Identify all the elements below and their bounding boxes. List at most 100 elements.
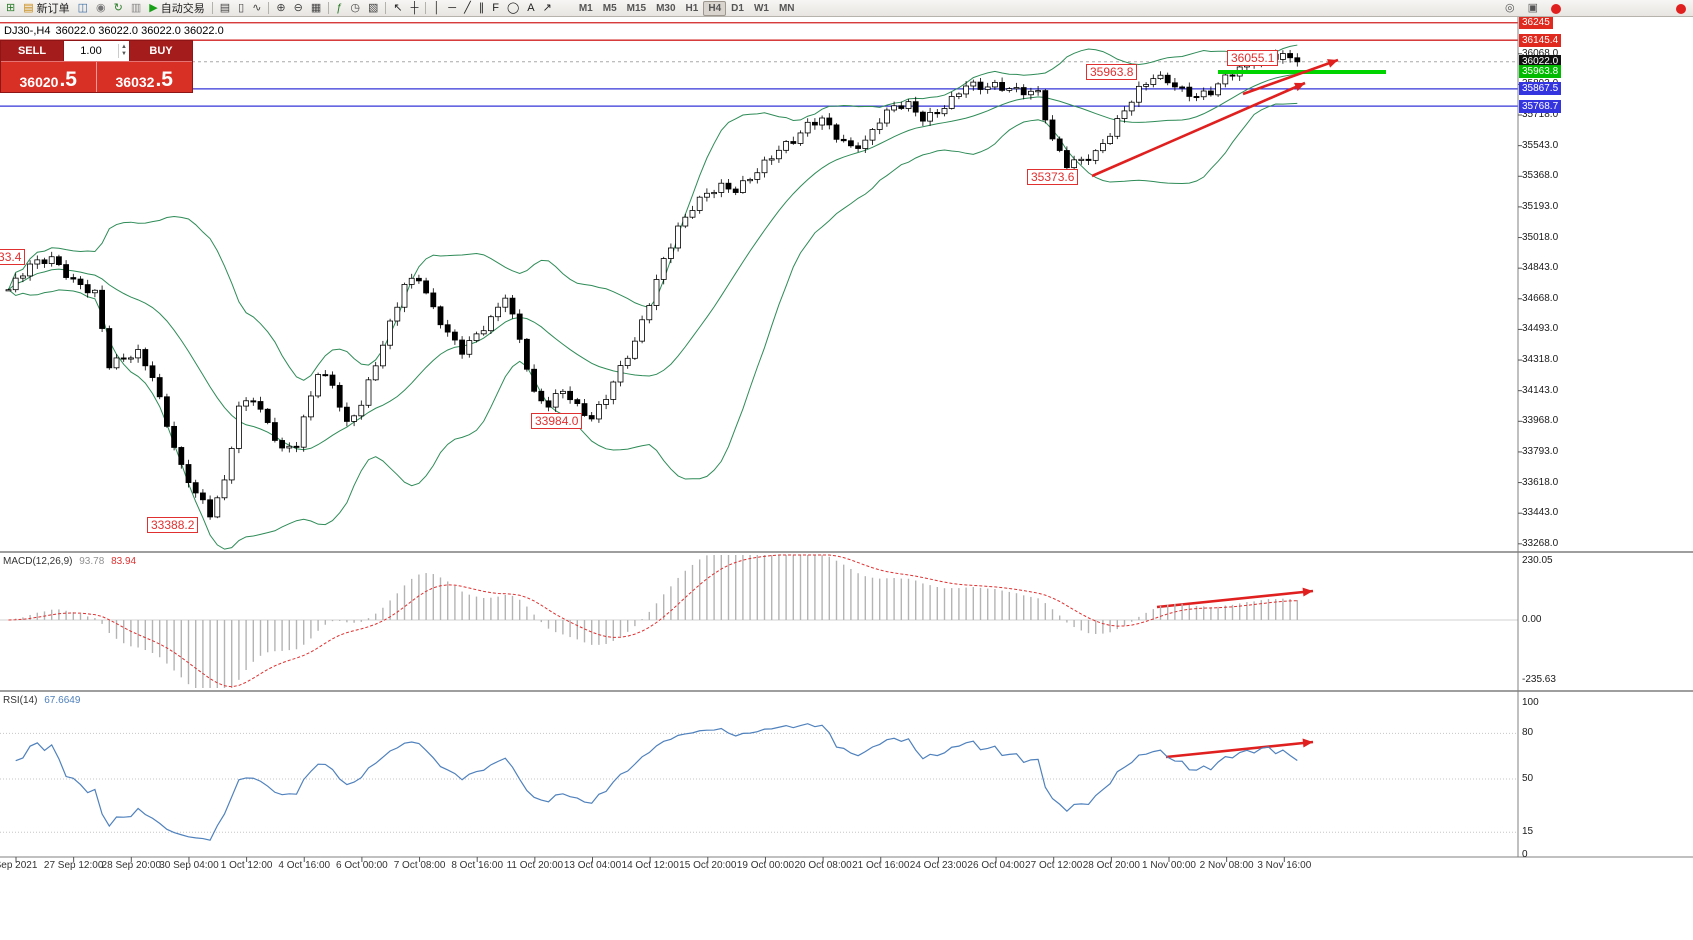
refresh-icon-glyph: ↻ xyxy=(113,1,123,14)
trend-arrow[interactable] xyxy=(1156,587,1314,609)
macd-name: MACD(12,26,9) xyxy=(3,556,73,567)
toolbar-group: ⊞ ▤ 新订单 ◫ ◉ ↻ ▥ ▶ 自动交易 xyxy=(2,0,209,16)
trend-arrow[interactable] xyxy=(1165,738,1314,759)
volume-input[interactable] xyxy=(64,45,119,57)
bar-chart-icon[interactable]: ▤ xyxy=(216,1,234,16)
notification-badge[interactable] xyxy=(1672,1,1690,16)
time-axis-label: 20 Oct 08:00 xyxy=(794,860,852,871)
price-annotation-label[interactable]: 34933.4 xyxy=(0,249,26,265)
timeframe-w1[interactable]: W1 xyxy=(753,2,769,14)
data-window-icon[interactable]: ▣ xyxy=(1524,1,1542,16)
tile-windows-icon[interactable]: ▦ xyxy=(307,1,325,16)
zoom-out-icon[interactable]: ⊖ xyxy=(290,1,307,16)
vertical-line-icon[interactable]: │ xyxy=(429,1,444,16)
timeframe-m1[interactable]: M1 xyxy=(578,2,593,14)
toolbar-separator xyxy=(211,2,213,14)
shapes-icon-glyph: ◯ xyxy=(506,1,520,14)
horizontal-line-icon-glyph: ─ xyxy=(448,1,457,14)
text-icon[interactable]: A xyxy=(523,1,538,16)
time-axis-label: 6 Oct 00:00 xyxy=(336,860,388,871)
timeframe-h1[interactable]: H1 xyxy=(685,2,699,14)
crosshair-icon-glyph: ┼ xyxy=(410,1,419,14)
line-chart-icon[interactable]: ∿ xyxy=(248,1,265,16)
new-order-button-label: 新订单 xyxy=(36,3,70,15)
alert-badge[interactable] xyxy=(1547,1,1565,16)
timeframe-m30[interactable]: M30 xyxy=(656,2,676,14)
bar-chart-icon-glyph: ▤ xyxy=(219,1,231,14)
volume-stepper[interactable]: ▲ ▼ xyxy=(118,44,129,58)
panel-divider[interactable] xyxy=(0,690,1693,692)
period-icon[interactable]: ◷ xyxy=(346,1,364,16)
time-axis-label: 15 Oct 20:00 xyxy=(679,860,737,871)
timeframe-d1[interactable]: D1 xyxy=(731,2,744,14)
fibonacci-icon[interactable]: F xyxy=(488,1,503,16)
refresh-icon[interactable]: ↻ xyxy=(110,1,127,16)
toolbar-right-icons: ◎ ▣ xyxy=(1501,1,1565,16)
shapes-icon[interactable]: ◯ xyxy=(503,1,523,16)
cursor-icon[interactable]: ↖ xyxy=(389,1,406,16)
price-axis-tick: 33268.0 xyxy=(1522,537,1559,549)
time-axis-label: 26 Oct 04:00 xyxy=(967,860,1025,871)
line-chart-icon-glyph: ∿ xyxy=(252,1,262,14)
candlestick-chart-icon[interactable]: ▯ xyxy=(234,1,248,16)
price-annotation-label[interactable]: 35373.6 xyxy=(1027,169,1079,185)
buy-button[interactable]: BUY xyxy=(130,41,192,61)
time-axis-label: 1 Nov 00:00 xyxy=(1142,860,1196,871)
timeframe-h4[interactable]: H4 xyxy=(703,0,727,16)
arrow-object-icon[interactable]: ↗ xyxy=(539,1,556,16)
trend-arrow[interactable] xyxy=(1242,58,1339,96)
time-axis-label: 27 Oct 12:00 xyxy=(1025,860,1083,871)
trendline-icon[interactable]: ╱ xyxy=(460,1,475,16)
sell-price-pip: .5 xyxy=(59,68,77,92)
time-axis-label: 1 Oct 12:00 xyxy=(220,860,273,871)
auto-trading-button[interactable]: ▶ 自动交易 xyxy=(145,1,208,16)
macd-main-value: 93.78 xyxy=(79,556,105,567)
rsi-line xyxy=(15,723,1298,841)
trend-arrow[interactable] xyxy=(1091,81,1306,178)
templates-icon[interactable]: ▧ xyxy=(364,1,382,16)
search-icon[interactable]: ◎ xyxy=(1501,1,1519,16)
price-annotation-label[interactable]: 35963.8 xyxy=(1086,64,1138,80)
price-annotation-label[interactable]: 33984.0 xyxy=(531,413,583,429)
zoom-in-icon[interactable]: ⊕ xyxy=(272,1,289,16)
channel-icon[interactable]: ∥ xyxy=(475,1,489,16)
main-chart-layer[interactable] xyxy=(0,22,1518,550)
new-order-button[interactable]: ▤ 新订单 xyxy=(19,1,73,16)
panel-divider[interactable] xyxy=(0,551,1693,553)
indicators-icon[interactable]: ƒ xyxy=(332,1,346,16)
vertical-line-icon-glyph: │ xyxy=(433,1,441,14)
new-chart-icon[interactable]: ⊞ xyxy=(2,1,19,16)
rsi-axis-tick: 50 xyxy=(1522,773,1534,784)
rsi-axis-tick: 100 xyxy=(1522,697,1539,708)
stepper-up-icon[interactable]: ▲ xyxy=(121,44,127,51)
stepper-down-icon[interactable]: ▼ xyxy=(121,51,127,57)
timeframe-m15[interactable]: M15 xyxy=(626,2,647,14)
timeframe-mn[interactable]: MN xyxy=(778,2,795,14)
price-level-label: 35867.5 xyxy=(1519,82,1562,96)
fibonacci-icon-glyph: F xyxy=(492,1,499,14)
price-level-label: 36145.4 xyxy=(1519,33,1562,47)
profiles-icon[interactable]: ◫ xyxy=(74,1,92,16)
new-order-glyph: ▤ xyxy=(23,1,34,14)
time-axis-label: 21 Oct 16:00 xyxy=(852,860,910,871)
market-watch-icon[interactable]: ▥ xyxy=(127,1,145,16)
buy-price[interactable]: 36032.5 xyxy=(96,62,192,92)
channel-icon-glyph: ∥ xyxy=(478,1,485,14)
horizontal-line-icon[interactable]: ─ xyxy=(444,1,460,16)
time-axis-label: 8 Oct 16:00 xyxy=(451,860,504,871)
timeframe-m5[interactable]: M5 xyxy=(602,2,617,14)
crosshair-icon[interactable]: ┼ xyxy=(407,1,423,16)
sell-price[interactable]: 36020.5 xyxy=(1,62,97,92)
auto-trading-glyph: ▶ xyxy=(149,1,158,14)
time-axis-label: 4 Oct 16:00 xyxy=(278,860,331,871)
sound-alert-icon[interactable]: ◉ xyxy=(92,1,110,16)
price-annotation-label[interactable]: 33388.2 xyxy=(147,517,199,533)
rsi-axis-tick: 0 xyxy=(1522,849,1528,860)
sell-button[interactable]: SELL xyxy=(1,41,63,61)
candlestick-chart-icon-glyph: ▯ xyxy=(238,1,245,14)
period-icon-glyph: ◷ xyxy=(350,1,360,14)
macd-indicator-label: MACD(12,26,9) 93.78 83.94 xyxy=(3,556,140,567)
price-annotation-label[interactable]: 36055.1 xyxy=(1227,50,1279,66)
